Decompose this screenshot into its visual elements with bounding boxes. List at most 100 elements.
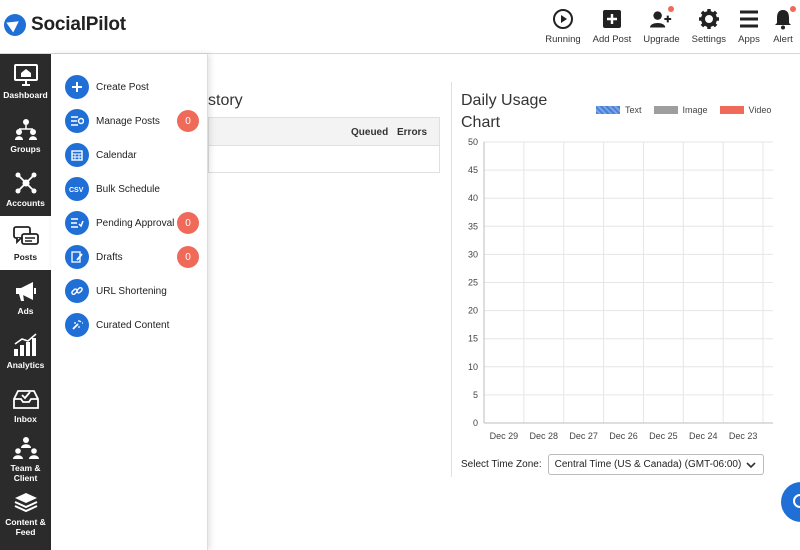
chart-legend: Text Image Video: [596, 105, 783, 115]
menu-item-drafts[interactable]: Drafts 0: [65, 244, 205, 270]
y-tick-label: 30: [468, 249, 478, 259]
network-icon: [13, 171, 39, 195]
alert-label: Alert: [773, 34, 793, 45]
y-tick-label: 45: [468, 165, 478, 175]
rail-item-team-client[interactable]: Team & Client: [0, 432, 51, 486]
rail-label: Ads: [17, 305, 34, 316]
megaphone-icon: [13, 279, 39, 303]
curated-content-icon: [65, 313, 89, 337]
y-tick-label: 5: [473, 390, 478, 400]
x-tick-label: Dec 29: [490, 431, 519, 441]
menu-item-label: Curated Content: [96, 319, 170, 331]
menu-item-manage-posts[interactable]: Manage Posts 0: [65, 108, 205, 134]
menu-item-create-post[interactable]: Create Post: [65, 74, 205, 100]
menu-item-label: Drafts: [96, 251, 123, 263]
count-badge: 0: [177, 246, 199, 268]
rail-item-posts[interactable]: Posts: [0, 216, 51, 270]
menu-item-bulk-schedule[interactable]: CSV Bulk Schedule: [65, 176, 205, 202]
y-tick-label: 0: [473, 418, 478, 428]
gear-icon: [698, 8, 720, 30]
y-tick-label: 10: [468, 362, 478, 372]
apps-button[interactable]: Apps: [738, 0, 760, 54]
rail-item-analytics[interactable]: Analytics: [0, 324, 51, 378]
y-tick-label: 35: [468, 221, 478, 231]
timezone-value: Central Time (US & Canada) (GMT-06:00): [554, 459, 742, 470]
upgrade-button[interactable]: Upgrade: [643, 0, 680, 54]
top-header: SocialPilot Running Add Post Upgrade: [0, 0, 800, 54]
rail-item-groups[interactable]: Groups: [0, 108, 51, 162]
legend-swatch-image: [653, 106, 678, 114]
rail-label: Team & Client: [10, 462, 41, 483]
legend-item-video[interactable]: Video: [719, 105, 772, 115]
history-table-header: Queued Errors: [209, 118, 439, 146]
menu-item-calendar[interactable]: Calendar: [65, 142, 205, 168]
menu-item-label: Create Post: [96, 81, 149, 93]
groups-icon: [13, 117, 39, 141]
manage-posts-icon: [65, 109, 89, 133]
menu-item-label: Bulk Schedule: [96, 183, 160, 195]
bell-icon: [772, 6, 796, 30]
running-button[interactable]: Running: [545, 0, 581, 54]
left-rail: Dashboard Groups Accounts Posts Ads Anal…: [0, 54, 51, 550]
upgrade-dot: [668, 6, 675, 12]
chat-support-button[interactable]: [781, 482, 800, 522]
drafts-icon: [65, 245, 89, 269]
timezone-select[interactable]: Central Time (US & Canada) (GMT-06:00): [547, 454, 764, 475]
menu-item-label: Manage Posts: [96, 115, 160, 127]
x-tick-label: Dec 28: [530, 431, 559, 441]
rail-item-ads[interactable]: Ads: [0, 270, 51, 324]
rail-item-dashboard[interactable]: Dashboard: [0, 54, 51, 108]
timezone-selector: Select Time Zone: Central Time (US & Can…: [461, 454, 764, 475]
chat-bubbles-icon: [12, 225, 39, 249]
user-plus-icon: [650, 6, 675, 30]
calendar-icon: [65, 143, 89, 167]
pending-approval-icon: [65, 211, 89, 235]
play-icon: [552, 8, 574, 30]
rail-label: Accounts: [6, 197, 45, 208]
history-table: Queued Errors: [208, 117, 440, 173]
plus-icon: [65, 75, 89, 99]
menu-item-curated-content[interactable]: Curated Content: [65, 312, 205, 338]
y-tick-label: 15: [468, 334, 478, 344]
plus-square-icon: [601, 8, 623, 30]
layers-icon: [13, 490, 39, 514]
panel-divider: [451, 82, 452, 477]
legend-item-text[interactable]: Text: [596, 105, 642, 115]
add-post-button[interactable]: Add Post: [592, 0, 632, 54]
link-icon: [65, 279, 89, 303]
rail-item-content-feed[interactable]: Content & Feed: [0, 486, 51, 540]
alert-button[interactable]: Alert: [772, 0, 796, 54]
top-actions: Running Add Post Upgrade Settings A: [539, 0, 800, 54]
monitor-icon: [13, 63, 39, 87]
settings-button[interactable]: Settings: [692, 0, 726, 54]
menu-item-url-shortening[interactable]: URL Shortening: [65, 278, 205, 304]
rail-label: Dashboard: [3, 89, 48, 100]
rail-item-inbox[interactable]: Inbox: [0, 378, 51, 432]
legend-item-image[interactable]: Image: [653, 105, 708, 115]
menu-item-label: Pending Approval: [96, 217, 175, 229]
history-title: story: [208, 92, 243, 109]
legend-label: Video: [748, 105, 772, 115]
settings-label: Settings: [691, 34, 726, 45]
rail-item-accounts[interactable]: Accounts: [0, 162, 51, 216]
y-tick-label: 40: [468, 193, 478, 203]
upgrade-label: Upgrade: [643, 34, 680, 45]
legend-label: Text: [625, 105, 642, 115]
bar-chart-icon: [13, 332, 39, 357]
y-tick-label: 25: [468, 278, 478, 288]
x-tick-label: Dec 23: [729, 431, 758, 441]
chevron-down-icon: [746, 460, 756, 473]
rail-label: Analytics: [6, 359, 45, 370]
posts-flyout-menu: Create Post Manage Posts 0 Calendar CSV …: [51, 54, 208, 550]
team-icon: [12, 436, 39, 460]
x-tick-label: Dec 24: [689, 431, 718, 441]
x-tick-label: Dec 25: [649, 431, 678, 441]
rail-label: Posts: [13, 251, 38, 262]
menu-item-pending-approval[interactable]: Pending Approval 0: [65, 210, 205, 236]
rail-label: Inbox: [14, 413, 37, 424]
add-post-label: Add Post: [592, 34, 632, 45]
app-logo[interactable]: SocialPilot: [4, 14, 126, 36]
rail-label: Groups: [10, 143, 41, 154]
menu-item-label: Calendar: [96, 149, 137, 161]
rail-label: Content & Feed: [5, 516, 46, 537]
